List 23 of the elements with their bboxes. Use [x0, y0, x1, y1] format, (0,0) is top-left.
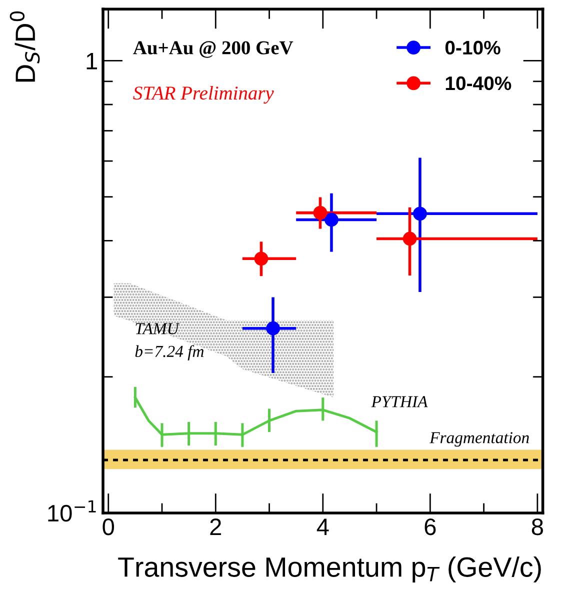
y-axis-title: D$_{S}$/D$^{0}$	[10, 11, 40, 82]
y-tick-label: 10$^{−1}$	[48, 500, 96, 522]
x-axis-title: Transverse Momentum p$_{T}$ (GeV/c)	[118, 556, 541, 582]
annotation: TAMU	[136, 323, 180, 334]
x-tick-label: 8	[532, 518, 543, 536]
annotation: b=7.24 fm	[135, 345, 204, 360]
annotation: STAR Preliminary	[133, 86, 274, 104]
x-tick-label: 2	[210, 518, 222, 535]
point	[324, 212, 338, 227]
x-tick-label: 0	[102, 518, 114, 536]
point	[413, 206, 427, 221]
point	[254, 252, 268, 266]
legend-label: 10-40%	[446, 76, 512, 90]
y-tick-label: 1	[86, 53, 97, 70]
x-tick-label: 6	[424, 518, 436, 536]
x-tick-label: 4	[316, 518, 329, 535]
point	[266, 321, 280, 336]
point	[313, 206, 328, 220]
point	[402, 232, 417, 246]
annotation: PYTHIA	[371, 396, 428, 408]
annotation: Au+Au @ 200 GeV	[133, 41, 294, 58]
legend-label: 0-10%	[445, 40, 500, 55]
ref-line-label: Fragmentation	[430, 432, 529, 447]
